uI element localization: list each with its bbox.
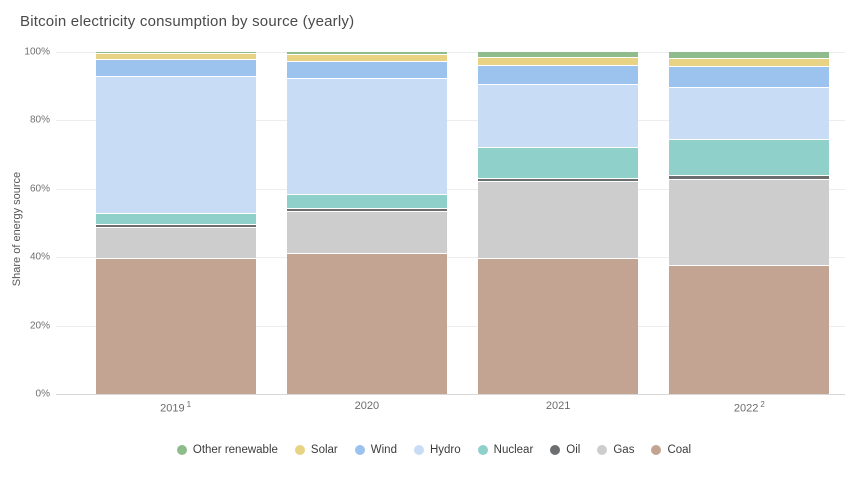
bar-2022 xyxy=(669,52,830,394)
legend-item-wind[interactable]: Wind xyxy=(354,444,397,456)
footnote-marker-1: 1 xyxy=(186,400,192,409)
legend-label: Nuclear xyxy=(493,444,534,456)
bar-segment-2020-nuclear[interactable] xyxy=(286,194,447,209)
legend-swatch-icon xyxy=(294,445,305,455)
y-tick-label-60: 60% xyxy=(29,183,50,195)
legend-label: Solar xyxy=(310,444,338,456)
plot-area: 0% 20% 40% 60% 80% 100% xyxy=(24,47,845,400)
gridline-60 xyxy=(56,188,845,190)
bar-segment-2022-gas[interactable] xyxy=(669,179,830,267)
bar-2020 xyxy=(286,52,447,394)
bars-layer xyxy=(80,52,845,394)
x-axis-label-2020: 2020 xyxy=(354,400,380,412)
bar-segment-2021-nuclear[interactable] xyxy=(478,148,639,179)
bar-segment-2021-other-renewable[interactable] xyxy=(478,52,639,59)
bar-segment-2019-solar[interactable] xyxy=(95,53,256,60)
legend-item-oil[interactable]: Oil xyxy=(550,444,580,456)
y-tick-label-40: 40% xyxy=(29,251,50,263)
bar-segment-2020-gas[interactable] xyxy=(286,211,447,255)
x-axis-label-2019: 2019 1 xyxy=(160,400,192,415)
bar-group-2021 xyxy=(463,52,654,394)
bar-segment-2020-wind[interactable] xyxy=(286,61,447,79)
legend-item-gas[interactable]: Gas xyxy=(597,444,634,456)
legend-item-solar[interactable]: Solar xyxy=(294,444,338,456)
bar-segment-2021-oil[interactable] xyxy=(478,178,639,183)
bar-segment-2022-oil[interactable] xyxy=(669,176,830,180)
y-axis-title: Share of energy source xyxy=(11,171,23,287)
bar-segment-2019-oil[interactable] xyxy=(95,225,256,229)
y-tick-label-100: 100% xyxy=(24,46,50,58)
legend-item-hydro[interactable]: Hydro xyxy=(413,444,461,456)
bar-group-2019 xyxy=(80,52,271,394)
bar-segment-2022-wind[interactable] xyxy=(669,67,830,89)
legend-item-coal[interactable]: Coal xyxy=(651,444,691,456)
legend-label: Hydro xyxy=(429,444,461,456)
bar-segment-2019-coal[interactable] xyxy=(95,258,256,394)
bar-segment-2021-gas[interactable] xyxy=(478,182,639,259)
legend-swatch-icon xyxy=(550,445,561,455)
legend-label: Wind xyxy=(370,444,397,456)
x-axis-labels: 2019 1 2020 2021 2022 2 xyxy=(80,400,845,415)
x-axis-label-2021: 2021 xyxy=(545,400,571,412)
legend-swatch-icon xyxy=(413,445,424,455)
bar-segment-2019-nuclear[interactable] xyxy=(95,213,256,226)
bar-2019 xyxy=(95,52,256,394)
legend-label: Gas xyxy=(613,444,635,456)
bar-segment-2019-other-renewable[interactable] xyxy=(95,52,256,54)
legend-item-other-renewable[interactable]: Other renewable xyxy=(176,444,278,456)
x-axis-label-2022: 2022 2 xyxy=(733,400,765,415)
bar-segment-2020-other-renewable[interactable] xyxy=(286,52,447,56)
bar-segment-2020-hydro[interactable] xyxy=(286,78,447,195)
legend-swatch-icon xyxy=(176,445,187,455)
bar-segment-2021-hydro[interactable] xyxy=(478,85,639,149)
bar-segment-2019-wind[interactable] xyxy=(95,59,256,77)
legend-swatch-icon xyxy=(651,445,662,455)
legend: Other renewable Solar Wind Hydro Nuclear Oil G… xyxy=(0,444,868,456)
legend-item-nuclear[interactable]: Nuclear xyxy=(477,444,534,456)
y-tick-label-20: 20% xyxy=(29,320,50,332)
gridline-40 xyxy=(56,257,845,259)
bar-segment-2021-solar[interactable] xyxy=(478,58,639,66)
y-tick-label-0: 0% xyxy=(35,388,50,400)
bar-segment-2020-oil[interactable] xyxy=(286,208,447,212)
bar-group-2020 xyxy=(271,52,462,394)
bar-segment-2020-coal[interactable] xyxy=(286,254,447,394)
bar-segment-2022-nuclear[interactable] xyxy=(669,139,830,177)
gridline-20 xyxy=(56,325,845,327)
bar-segment-2022-solar[interactable] xyxy=(669,59,830,68)
legend-label: Coal xyxy=(667,444,692,456)
legend-swatch-icon xyxy=(597,445,608,455)
bar-group-2022 xyxy=(654,52,845,394)
bar-segment-2022-other-renewable[interactable] xyxy=(669,52,830,60)
legend-swatch-icon xyxy=(477,445,488,455)
gridline-100 xyxy=(56,52,845,53)
bar-segment-2022-hydro[interactable] xyxy=(669,88,830,140)
legend-label: Oil xyxy=(566,444,581,456)
chart-title: Bitcoin electricity consumption by sourc… xyxy=(20,13,355,30)
bar-segment-2019-hydro[interactable] xyxy=(95,76,256,214)
bar-segment-2021-wind[interactable] xyxy=(478,65,639,86)
bar-segment-2019-gas[interactable] xyxy=(95,228,256,259)
legend-swatch-icon xyxy=(354,445,365,455)
bar-segment-2021-coal[interactable] xyxy=(478,258,639,394)
bar-segment-2022-coal[interactable] xyxy=(669,266,830,394)
bar-2021 xyxy=(478,52,639,394)
y-tick-label-80: 80% xyxy=(29,114,50,126)
gridline-80 xyxy=(56,120,845,122)
gridline-0 xyxy=(56,394,845,395)
legend-label: Other renewable xyxy=(192,444,278,456)
footnote-marker-2: 2 xyxy=(760,400,765,409)
bar-segment-2020-solar[interactable] xyxy=(286,55,447,62)
